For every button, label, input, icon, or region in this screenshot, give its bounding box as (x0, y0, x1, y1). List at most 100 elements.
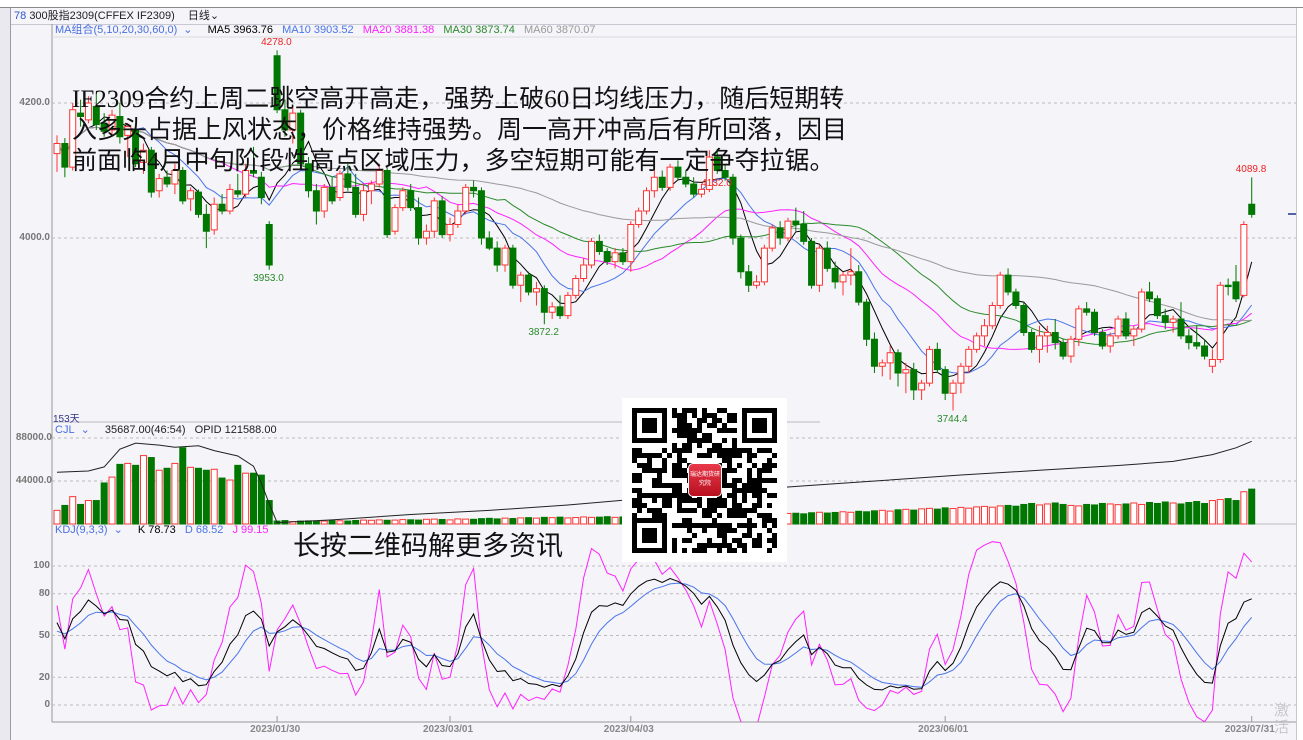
qr-module (652, 538, 657, 543)
candle (792, 207, 800, 232)
candle-body (965, 348, 973, 367)
candle-body (407, 190, 415, 209)
candle-body (108, 114, 116, 131)
candle-body (257, 176, 265, 198)
chevron-down-icon: ⌄ (209, 10, 220, 22)
candle (84, 96, 92, 124)
qr-module (702, 408, 707, 413)
candle-body (360, 190, 368, 215)
candle (509, 244, 517, 289)
candle-body (1036, 335, 1043, 350)
candle (234, 173, 242, 198)
candle (949, 379, 957, 411)
candle (312, 184, 320, 225)
candle-body (1232, 281, 1240, 300)
qr-module (687, 518, 692, 523)
qr-module (652, 453, 657, 458)
qr-module (692, 508, 697, 513)
candle (863, 298, 871, 346)
candle-body (250, 170, 257, 174)
volume-bar (525, 517, 533, 525)
qr-module (702, 513, 707, 518)
candle (1004, 268, 1012, 296)
qr-logo: 瑞达期货研究院 (688, 463, 722, 497)
qr-module (742, 448, 747, 453)
chart-title-bar: 78 300股指2309(CFFEX IF2309) 日线⌄ (11, 8, 1296, 25)
qr-module (647, 518, 652, 523)
qr-module (722, 448, 727, 453)
qr-module (687, 508, 692, 513)
volume-bar (147, 457, 155, 525)
candle (800, 211, 808, 245)
qr-module (687, 428, 692, 433)
qr-module (642, 453, 647, 458)
candle (1051, 319, 1059, 350)
qr-module (707, 413, 712, 418)
qr-module (642, 423, 647, 428)
candle-body (949, 382, 957, 394)
qr-module (672, 428, 677, 433)
candle-body (1208, 359, 1216, 367)
qr-module (657, 453, 662, 458)
right-scrollbar[interactable] (1296, 8, 1303, 740)
qr-module (632, 423, 637, 428)
qr-module (762, 418, 767, 423)
volume-bar (910, 509, 918, 525)
qr-module (727, 493, 732, 498)
volume-bar (572, 517, 580, 525)
candle-body (910, 369, 918, 391)
qr-module (697, 423, 702, 428)
qr-module (662, 463, 667, 468)
qr-module (712, 523, 717, 528)
volume-bar (1169, 502, 1177, 525)
volume-bar (344, 520, 352, 525)
qr-module (632, 528, 637, 533)
volume-tick-88000: 88000.0 (15, 432, 52, 443)
candle (682, 170, 690, 188)
candle-body (1153, 298, 1161, 317)
volume-bar (1130, 502, 1138, 525)
qr-module (742, 533, 747, 538)
qr-module (767, 458, 772, 463)
ma-indicator-selector[interactable]: MA组合(5,10,20,30,60,0) ⌄ (55, 24, 199, 36)
qr-module (677, 523, 682, 528)
candle-body (171, 170, 179, 185)
qr-module (697, 498, 702, 503)
qr-module (667, 503, 672, 508)
candle-body (281, 109, 289, 131)
volume-bar (933, 508, 941, 525)
qr-module (712, 418, 717, 423)
volume-bar (155, 469, 163, 525)
qr-module (697, 453, 702, 458)
candle (53, 135, 61, 172)
qr-module (722, 473, 727, 478)
candle (650, 170, 658, 198)
qr-module (762, 468, 767, 473)
candle (532, 281, 540, 306)
candle (713, 148, 721, 174)
candle-body (1012, 291, 1020, 306)
volume-bar (1114, 504, 1122, 525)
qr-module (637, 448, 642, 453)
qr-module (747, 458, 752, 463)
qr-module (677, 508, 682, 513)
candle (218, 194, 226, 215)
candle (1075, 305, 1083, 346)
volume-indicator-selector[interactable]: CJL ⌄ (55, 424, 96, 436)
volume-bar (250, 472, 257, 525)
price-annotation-high: 4089.8 (1235, 164, 1267, 176)
kdj-indicator-selector[interactable]: KDJ(9,3,3) ⌄ (55, 524, 129, 536)
qr-module (702, 433, 707, 438)
qr-module (757, 538, 762, 543)
period-selector[interactable]: 日线⌄ (188, 10, 219, 22)
volume-indicator-label: CJL (55, 424, 75, 436)
qr-module (752, 493, 757, 498)
qr-module (637, 518, 642, 523)
qr-module (707, 523, 712, 528)
d-value: D 68.52 (184, 524, 224, 536)
candle (729, 173, 737, 245)
candle-body (996, 274, 1004, 306)
candle (941, 366, 949, 400)
candle (1177, 302, 1185, 340)
qr-module (682, 443, 687, 448)
